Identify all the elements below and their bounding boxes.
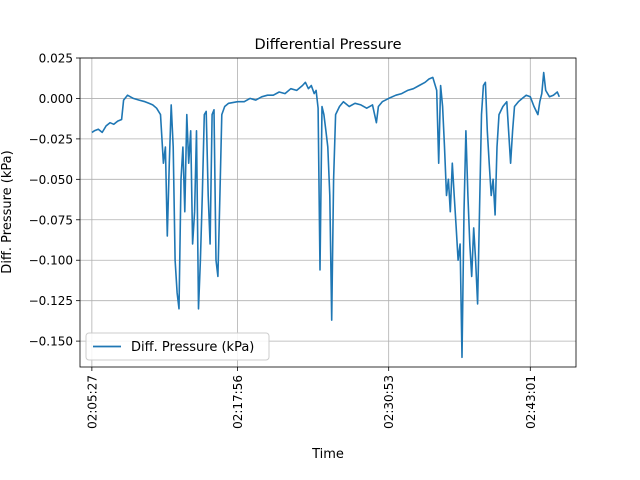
- y-tick-label: 0.000: [39, 92, 73, 106]
- series-layer: [91, 71, 561, 359]
- legend: Diff. Pressure (kPa): [85, 332, 270, 361]
- y-axis: 0.025 0.000 −0.025 −0.050 −0.075 −0.100 −0.125…: [29, 52, 80, 349]
- x-tick-label: 02:43:01: [524, 375, 538, 429]
- x-tick-label: 02:17:56: [231, 375, 245, 429]
- legend-box: [85, 332, 270, 361]
- chart-title: Differential Pressure: [254, 37, 401, 53]
- series-line-diff-pressure: [91, 71, 561, 359]
- x-axis: 02:05:27 02:17:56 02:30:53 02:43:01: [85, 367, 538, 429]
- y-tick-label: −0.100: [29, 254, 73, 268]
- y-tick-label: −0.150: [29, 335, 73, 349]
- x-tick-label: 02:05:27: [85, 375, 99, 429]
- y-tick-label: 0.025: [39, 52, 73, 66]
- y-tick-label: −0.050: [29, 173, 73, 187]
- legend-label: Diff. Pressure (kPa): [131, 340, 254, 355]
- y-tick-label: −0.025: [29, 132, 73, 146]
- plot-frame: [79, 57, 577, 368]
- y-tick-label: −0.075: [29, 213, 73, 227]
- x-tick-label: 02:30:53: [382, 375, 396, 429]
- x-axis-label: Time: [311, 447, 344, 462]
- y-tick-label: −0.125: [29, 294, 73, 308]
- y-axis-label: Diff. Pressure (kPa): [0, 150, 15, 273]
